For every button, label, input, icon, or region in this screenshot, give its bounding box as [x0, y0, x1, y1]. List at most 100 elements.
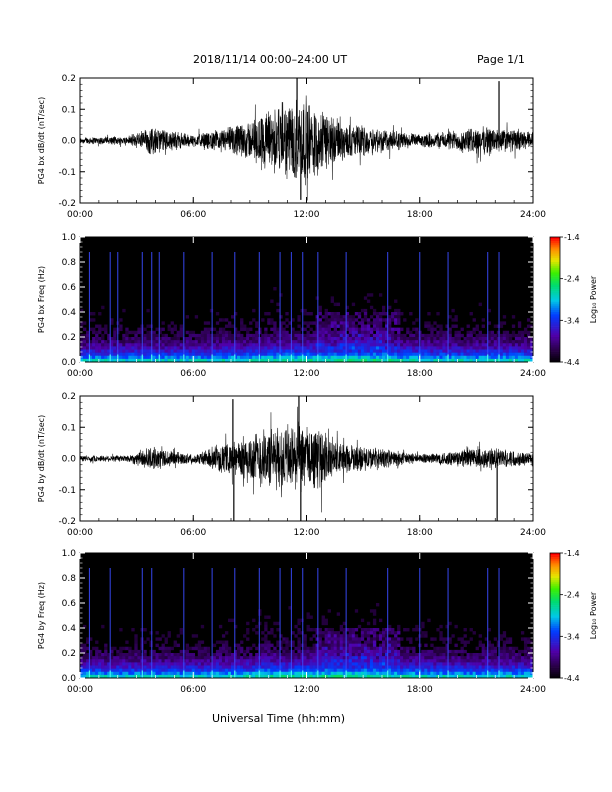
heatmap-cell — [436, 653, 440, 657]
heatmap-cell — [406, 337, 410, 341]
heatmap-cell — [327, 649, 331, 654]
heatmap-cell — [457, 355, 461, 360]
heatmap-cell — [475, 343, 479, 347]
heatmap-cell — [406, 659, 410, 663]
heatmap-cell — [394, 631, 398, 635]
heatmap-cell — [300, 618, 304, 623]
heatmap-cell — [276, 656, 280, 660]
heatmap-cell — [409, 343, 413, 347]
heatmap-cell — [394, 662, 398, 666]
heatmap-cell — [170, 665, 174, 669]
heatmap-cell — [246, 327, 250, 332]
heatmap-cell — [363, 318, 368, 322]
heatmap-cell — [412, 665, 416, 669]
heatmap-cell — [490, 346, 495, 350]
heatmap-cell — [297, 665, 301, 669]
heatmap-cell — [237, 333, 241, 338]
heatmap-cell — [134, 343, 138, 347]
heatmap-cell — [391, 330, 395, 335]
heatmap-cell — [185, 340, 190, 344]
heatmap-cell — [511, 649, 516, 654]
heatmap-cell — [511, 324, 516, 328]
colorbar-segment — [550, 305, 560, 309]
heatmap-cell — [98, 668, 102, 673]
heatmap-cell — [342, 665, 347, 669]
heatmap-cell — [378, 312, 383, 316]
heatmap-cell — [348, 656, 353, 660]
colorbar-segment — [550, 578, 560, 581]
heatmap-cell — [98, 665, 102, 669]
heatmap-cell — [303, 646, 307, 651]
heatmap-cell — [496, 671, 501, 676]
heatmap-cell — [264, 649, 268, 654]
heatmap-cell — [89, 358, 93, 363]
heatmap-cell — [363, 640, 368, 644]
heatmap-cell — [285, 312, 289, 316]
heatmap-cell — [276, 346, 280, 350]
heatmap-cell — [194, 352, 199, 357]
heatmap-cell — [369, 628, 374, 632]
heatmap-cell — [378, 352, 383, 357]
heatmap-cell — [128, 646, 132, 651]
heatmap-cell — [89, 312, 93, 316]
heatmap-cell — [484, 637, 488, 641]
heatmap-cell — [143, 327, 147, 332]
heatmap-cell — [164, 349, 168, 353]
heatmap-cell — [188, 668, 193, 673]
y-tick-label: 1.0 — [62, 549, 77, 559]
heatmap-cell — [463, 671, 467, 676]
heatmap-cell — [463, 352, 467, 357]
heatmap-cell — [218, 662, 223, 666]
heatmap-cell — [315, 659, 319, 663]
heatmap-cell — [303, 340, 307, 344]
heatmap-cell — [460, 659, 464, 663]
heatmap-cell — [526, 637, 531, 641]
heatmap-cell — [336, 346, 341, 350]
heatmap-cell — [375, 312, 380, 316]
heatmap-cell — [472, 674, 476, 679]
heatmap-cell — [421, 653, 425, 657]
x-tick-label: 12:00 — [294, 210, 320, 220]
heatmap-cell — [421, 649, 425, 654]
heatmap-cell — [255, 337, 259, 341]
heatmap-cell — [170, 668, 174, 673]
heatmap-cell — [397, 671, 401, 676]
heatmap-cell — [330, 628, 334, 632]
colorbar-segment — [550, 623, 560, 627]
heatmap-cell — [221, 668, 226, 673]
heatmap-cell — [457, 349, 461, 353]
heatmap-cell — [427, 668, 431, 673]
heatmap-cell — [406, 349, 410, 353]
heatmap-cell — [321, 640, 325, 644]
heatmap-cell — [131, 674, 135, 679]
heatmap-cell — [173, 352, 177, 357]
heatmap-cell — [342, 631, 347, 635]
heatmap-cell — [375, 352, 380, 357]
heatmap-cell — [234, 333, 238, 338]
heatmap-cell — [520, 343, 525, 347]
heatmap-cell — [321, 618, 325, 623]
heatmap-cell — [185, 330, 190, 335]
heatmap-cell — [415, 333, 419, 338]
heatmap-cell — [161, 337, 165, 341]
heatmap-cell — [436, 671, 440, 676]
heatmap-cell — [231, 324, 235, 328]
heatmap-cell — [149, 330, 153, 335]
heatmap-cell — [149, 337, 153, 341]
heatmap-cell — [439, 343, 443, 347]
heatmap-cell — [83, 343, 87, 347]
heatmap-cell — [394, 668, 398, 673]
heatmap-cell — [439, 631, 443, 635]
heatmap-cell — [131, 649, 135, 654]
heatmap-cell — [249, 333, 253, 338]
heatmap-cell — [394, 634, 398, 638]
heatmap-cell — [484, 343, 488, 347]
heatmap-cell — [442, 355, 446, 360]
heatmap-cell — [529, 346, 534, 350]
heatmap-cell — [502, 330, 507, 335]
colorbar-segment — [550, 282, 560, 286]
heatmap-cell — [321, 646, 325, 651]
heatmap-cell — [261, 337, 265, 341]
heatmap-cell — [279, 656, 283, 660]
heatmap-cell — [336, 302, 341, 307]
